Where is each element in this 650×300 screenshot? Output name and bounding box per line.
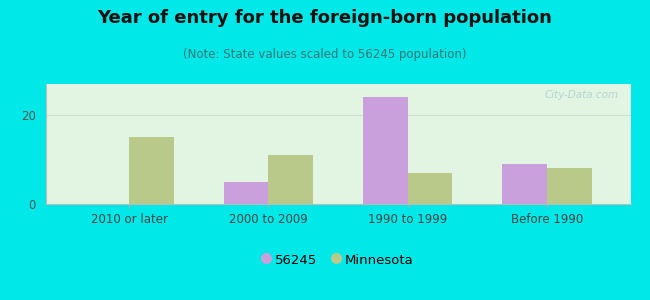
Bar <box>268 155 313 204</box>
Text: Year of entry for the foreign-born population: Year of entry for the foreign-born popul… <box>98 9 552 27</box>
Bar <box>224 182 268 204</box>
Legend: 56245, Minnesota: 56245, Minnesota <box>257 248 419 272</box>
Text: (Note: State values scaled to 56245 population): (Note: State values scaled to 56245 popu… <box>183 48 467 61</box>
Bar <box>129 137 174 204</box>
Bar <box>363 97 408 204</box>
Bar <box>502 164 547 204</box>
Bar <box>547 168 592 204</box>
Bar <box>408 173 452 204</box>
Text: City-Data.com: City-Data.com <box>545 90 619 100</box>
